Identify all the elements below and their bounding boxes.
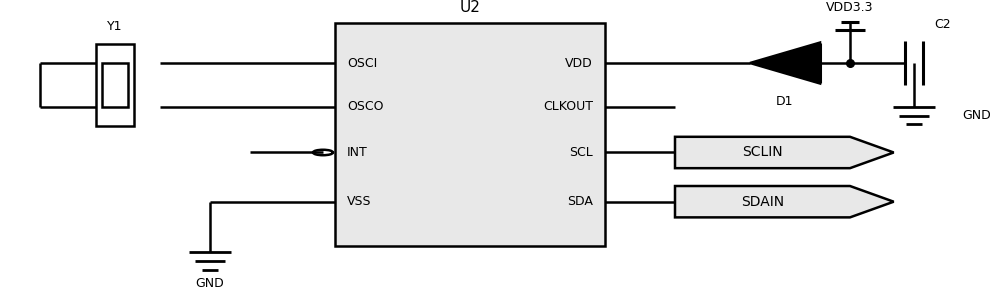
- Text: D1: D1: [776, 95, 794, 108]
- Text: SCLIN: SCLIN: [742, 145, 783, 160]
- Text: Y1: Y1: [107, 20, 123, 33]
- Bar: [96, 44, 134, 126]
- Text: VSS: VSS: [347, 195, 372, 208]
- Text: SDAIN: SDAIN: [741, 195, 784, 209]
- Text: INT: INT: [347, 146, 368, 159]
- Polygon shape: [675, 137, 894, 168]
- Text: U2: U2: [460, 0, 480, 15]
- Text: OSCI: OSCI: [347, 57, 377, 70]
- Text: VDD3.3: VDD3.3: [826, 1, 874, 14]
- Polygon shape: [750, 42, 820, 84]
- Text: VDD: VDD: [565, 57, 593, 70]
- Polygon shape: [675, 186, 894, 217]
- Text: GND: GND: [962, 109, 991, 122]
- Text: C2: C2: [935, 18, 951, 31]
- Text: SDA: SDA: [567, 195, 593, 208]
- Text: CLKOUT: CLKOUT: [543, 100, 593, 113]
- Text: GND: GND: [196, 277, 224, 289]
- Bar: [102, 63, 128, 107]
- Text: SCL: SCL: [569, 146, 593, 159]
- Text: OSCO: OSCO: [347, 100, 384, 113]
- Bar: [335, 23, 605, 247]
